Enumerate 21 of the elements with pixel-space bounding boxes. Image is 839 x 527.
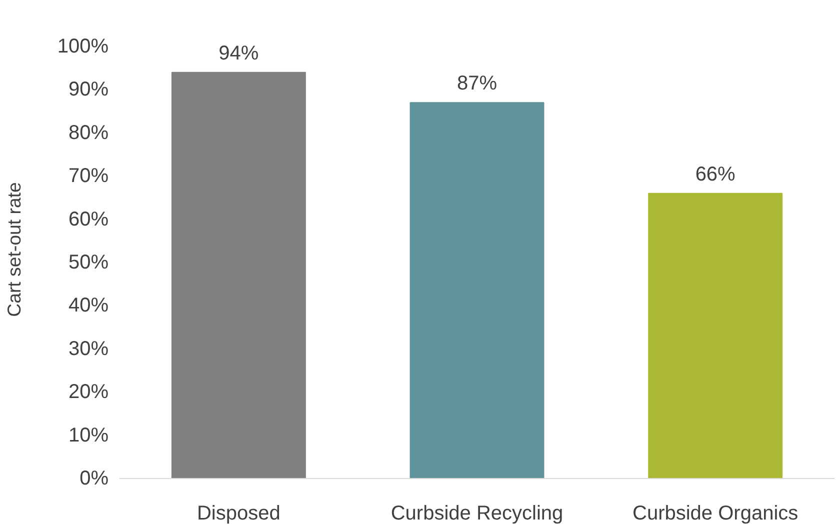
y-tick-label: 30% bbox=[68, 338, 109, 360]
y-tick-label: 50% bbox=[68, 251, 109, 274]
y-tick-label: 0% bbox=[80, 468, 109, 490]
data-label: 87% bbox=[456, 72, 498, 95]
y-tick-label: 100% bbox=[57, 35, 109, 58]
y-tick-label: 70% bbox=[68, 165, 109, 188]
x-tick-label: Curbside Organics bbox=[632, 502, 798, 524]
x-tick-label: Disposed bbox=[196, 502, 280, 524]
y-tick-label: 60% bbox=[68, 208, 109, 230]
y-tick-label: 40% bbox=[68, 294, 109, 317]
x-tick-label: Curbside Recycling bbox=[390, 502, 564, 524]
bar bbox=[171, 72, 306, 478]
bar bbox=[648, 192, 783, 478]
y-tick-label: 10% bbox=[68, 424, 109, 446]
data-label: 66% bbox=[695, 163, 736, 186]
y-tick-label: 80% bbox=[68, 122, 109, 144]
bar bbox=[410, 102, 544, 478]
y-axis-title: Cart set-out rate bbox=[3, 182, 24, 317]
data-label: 94% bbox=[218, 42, 259, 64]
y-tick-label: 90% bbox=[68, 78, 109, 101]
y-tick-label: 20% bbox=[68, 381, 109, 404]
